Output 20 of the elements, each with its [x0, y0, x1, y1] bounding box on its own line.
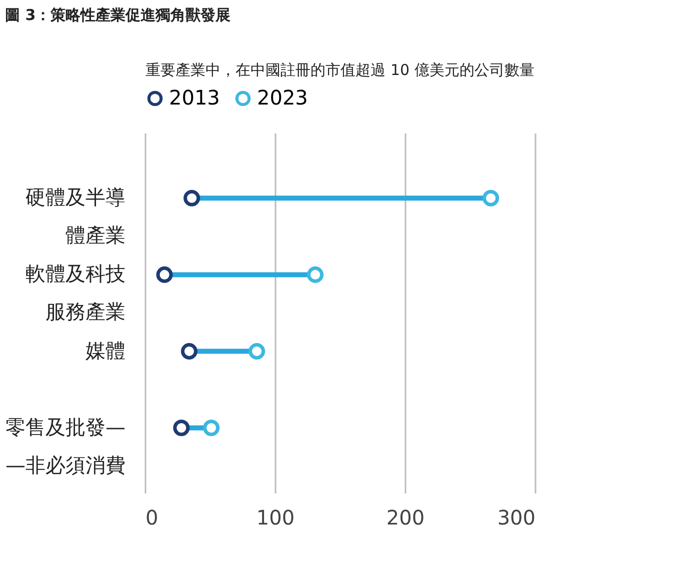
x-tick-label: 200: [386, 506, 425, 530]
chart-subtitle: 重要產業中，在中國註冊的市值超過 10 億美元的公司數量: [146, 61, 534, 79]
legend-label: 2023: [257, 85, 308, 110]
y-tick-label: 硬體及半導體產業: [26, 185, 126, 248]
x-tick-label: 300: [497, 506, 536, 530]
point: [173, 420, 190, 436]
point: [184, 190, 200, 206]
point: [248, 343, 266, 360]
point: [482, 190, 500, 206]
x-tick-label: 100: [256, 506, 295, 530]
point: [203, 420, 220, 436]
point: [307, 266, 324, 283]
y-tick-label: 媒體: [86, 338, 126, 362]
point: [156, 266, 173, 283]
chart-title: 圖 3：策略性產業促進獨角獸發展: [5, 6, 231, 24]
x-tick-label: 0: [146, 506, 158, 530]
y-tick-label: 零售及批發——非必須消費: [6, 414, 126, 477]
point: [180, 343, 198, 360]
legend-label: 2013: [169, 85, 220, 110]
y-tick-label: 軟體及科技服務產業: [26, 262, 126, 324]
